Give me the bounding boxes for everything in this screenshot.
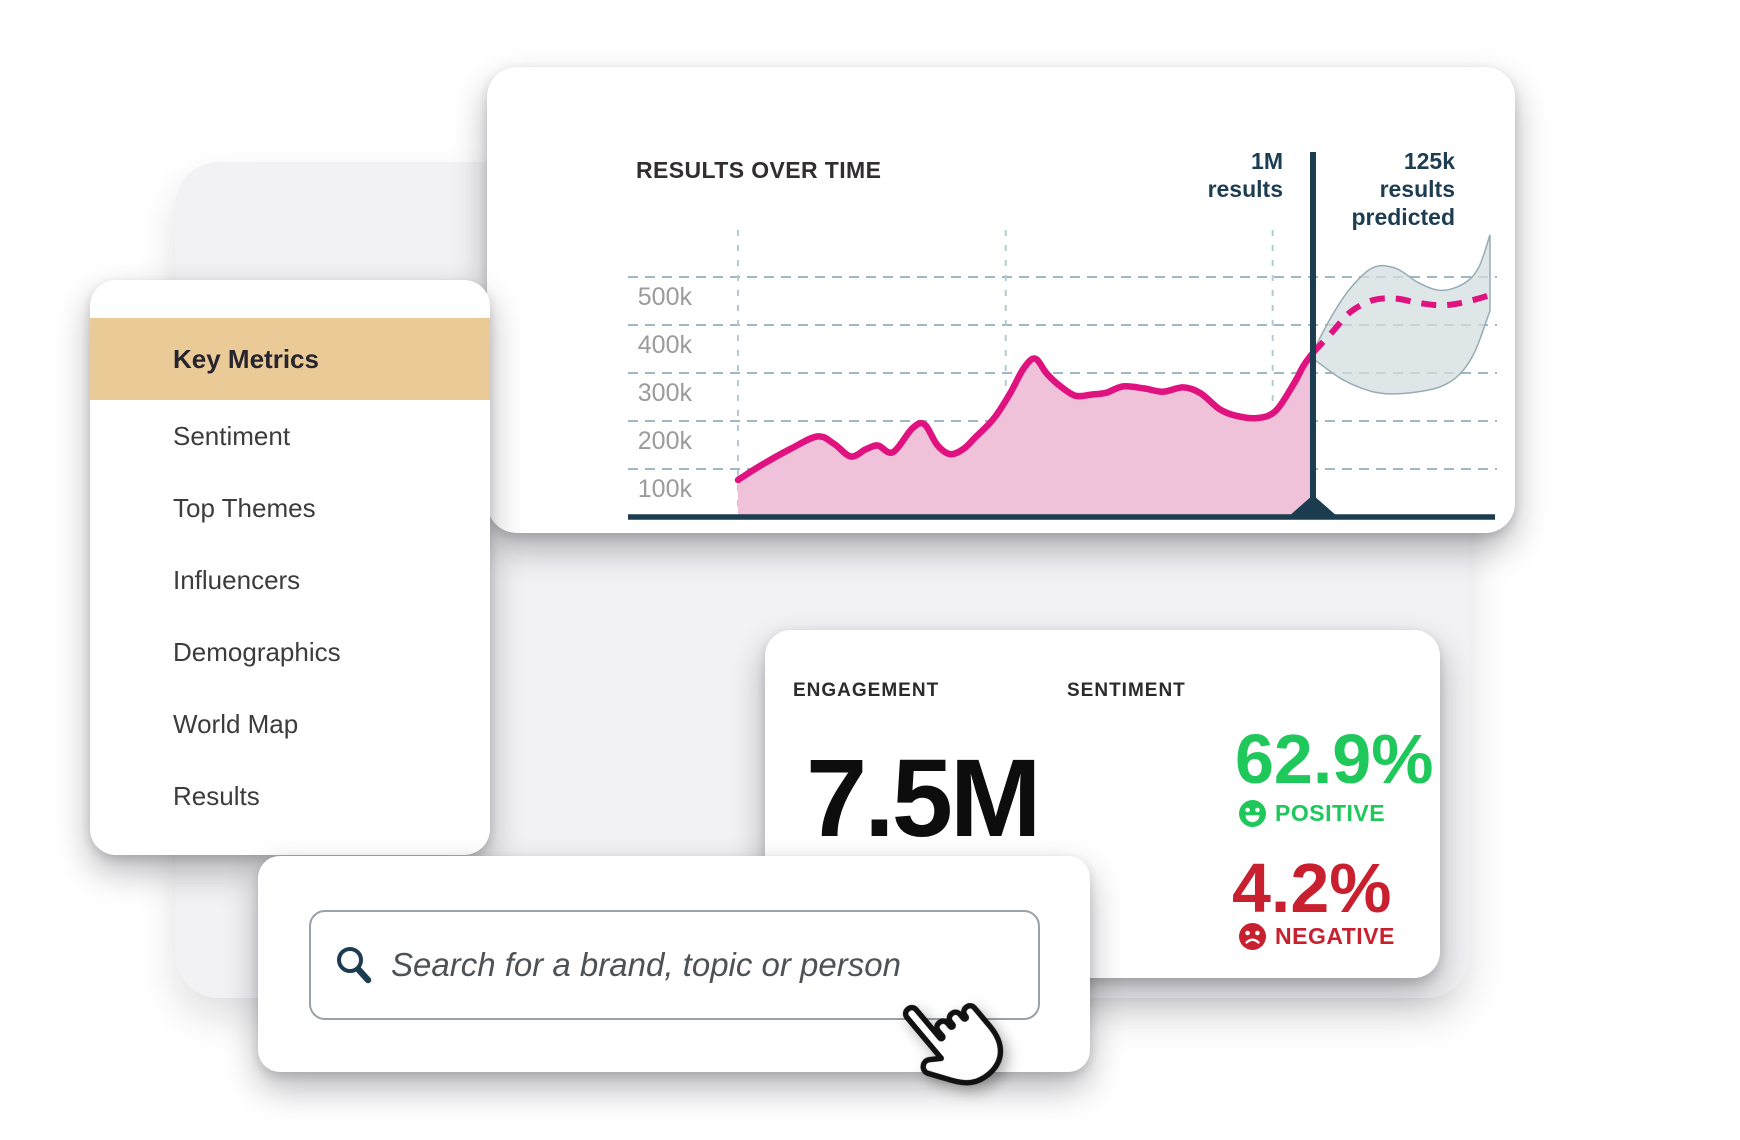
results-series xyxy=(734,292,1491,517)
vertical-gridlines xyxy=(737,230,1274,517)
results-over-time-chart: 500k 400k 300k 200k 100k July 08 July 09… xyxy=(628,148,1497,533)
sidebar-menu: Key Metrics Sentiment Top Themes Influen… xyxy=(90,280,490,855)
sidebar-item-sentiment[interactable]: Sentiment xyxy=(90,400,490,472)
sidebar-item-label: Results xyxy=(173,780,260,811)
smiley-face-icon xyxy=(1239,800,1266,827)
sidebar-item-top-themes[interactable]: Top Themes xyxy=(90,472,490,544)
svg-text:predicted: predicted xyxy=(1351,204,1455,230)
x-tick: July 10 xyxy=(1421,530,1494,533)
sentiment-positive-label: POSITIVE xyxy=(1275,800,1386,826)
now-marker xyxy=(1287,152,1338,517)
frowny-face-icon xyxy=(1239,923,1266,950)
svg-text:results: results xyxy=(1208,176,1283,202)
x-axis-tick-labels: July 08 July 09 July 10 xyxy=(934,530,1494,533)
svg-text:1M: 1M xyxy=(1251,148,1283,174)
sidebar-item-label: Influencers xyxy=(173,564,301,595)
sidebar-item-label: World Map xyxy=(173,708,299,739)
sidebar-item-label: Sentiment xyxy=(173,420,291,451)
search-box[interactable] xyxy=(309,910,1040,1020)
sidebar-item-influencers[interactable]: Influencers xyxy=(90,544,490,616)
prediction-confidence-band xyxy=(1312,234,1491,395)
y-tick: 200k xyxy=(638,427,693,455)
search-input[interactable] xyxy=(391,912,1038,1018)
sentiment-negative-row: NEGATIVE xyxy=(1239,923,1395,950)
svg-text:125k: 125k xyxy=(1404,148,1455,174)
sentiment-negative-label: NEGATIVE xyxy=(1275,923,1395,949)
svg-text:results: results xyxy=(1380,176,1455,202)
sidebar-item-world-map[interactable]: World Map xyxy=(90,688,490,760)
hand-pointer-cursor xyxy=(902,1003,1004,1086)
chart-title: RESULTS OVER TIME xyxy=(636,157,882,183)
y-tick: 500k xyxy=(638,283,693,311)
sentiment-positive-value: 62.9% xyxy=(1235,720,1434,798)
engagement-label: ENGAGEMENT xyxy=(793,680,940,701)
y-tick: 300k xyxy=(638,379,693,407)
engagement-value: 7.5M xyxy=(806,737,1042,860)
x-tick: July 08 xyxy=(934,530,1007,533)
sentiment-label: SENTIMENT xyxy=(1067,680,1186,701)
y-axis-tick-labels: 500k 400k 300k 200k 100k xyxy=(638,283,693,503)
y-tick: 100k xyxy=(638,475,693,503)
results-over-time-card: RESULTS OVER TIME 500k 400k 300k 200k 10… xyxy=(487,67,1515,533)
sidebar-item-results[interactable]: Results xyxy=(90,760,490,832)
sentiment-negative-value: 4.2% xyxy=(1232,849,1392,927)
sidebar-item-label: Demographics xyxy=(173,636,341,667)
sidebar-item-key-metrics[interactable]: Key Metrics xyxy=(90,318,490,400)
x-tick: July 09 xyxy=(1176,530,1249,533)
sidebar-item-demographics[interactable]: Demographics xyxy=(90,616,490,688)
sidebar-item-label: Top Themes xyxy=(173,492,316,523)
predicted-label: 125k results predicted xyxy=(1351,148,1455,230)
search-icon xyxy=(337,947,372,984)
now-marker-label: 1M results xyxy=(1208,148,1283,202)
sidebar-item-label: Key Metrics xyxy=(173,343,319,374)
sentiment-positive-row: POSITIVE xyxy=(1239,800,1385,827)
y-tick: 400k xyxy=(638,331,693,359)
